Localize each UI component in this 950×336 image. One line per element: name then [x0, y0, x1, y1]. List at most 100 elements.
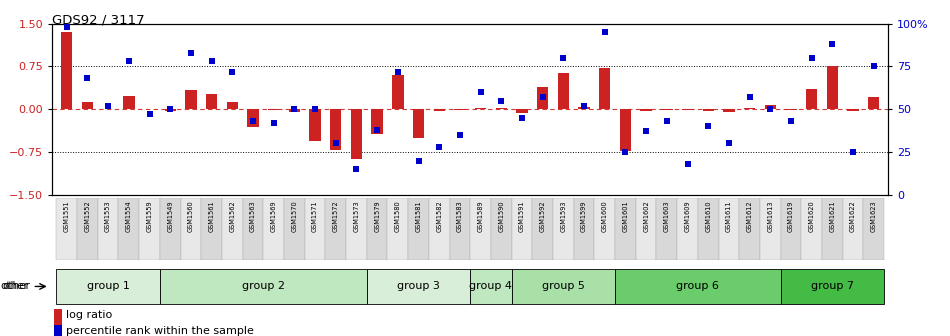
Bar — [346, 198, 367, 260]
Bar — [56, 269, 160, 304]
Bar — [553, 198, 574, 260]
Text: GSM1572: GSM1572 — [332, 201, 339, 233]
Text: log ratio: log ratio — [66, 310, 112, 321]
Point — [535, 94, 550, 100]
Bar — [289, 109, 300, 112]
Bar — [781, 269, 884, 304]
Bar — [119, 198, 139, 260]
Text: GSM1593: GSM1593 — [560, 201, 566, 232]
Bar — [786, 109, 797, 110]
Bar — [703, 109, 713, 111]
Text: GSM1621: GSM1621 — [829, 201, 835, 233]
Text: GSM1611: GSM1611 — [726, 201, 732, 232]
Text: GSM1551: GSM1551 — [64, 201, 69, 233]
Bar — [413, 109, 425, 138]
Text: GSM1591: GSM1591 — [519, 201, 525, 232]
Bar — [371, 109, 383, 134]
Bar — [160, 269, 367, 304]
Text: group 6: group 6 — [676, 282, 719, 291]
Text: GSM1563: GSM1563 — [250, 201, 256, 233]
Point — [101, 103, 116, 109]
Point — [846, 150, 861, 155]
Point — [494, 98, 509, 103]
Bar — [636, 198, 656, 260]
Text: GSM1612: GSM1612 — [747, 201, 752, 233]
Bar — [433, 109, 445, 111]
Bar — [599, 68, 611, 109]
Bar — [330, 109, 341, 150]
Point — [473, 89, 488, 95]
Point — [742, 94, 757, 100]
Point — [784, 119, 799, 124]
Bar — [454, 109, 466, 110]
Text: GSM1603: GSM1603 — [664, 201, 670, 233]
Text: GSM1602: GSM1602 — [643, 201, 649, 233]
Bar — [124, 96, 135, 109]
Bar — [496, 108, 507, 109]
Point — [308, 107, 323, 112]
Bar — [619, 109, 631, 151]
Bar — [475, 108, 486, 109]
Bar — [284, 198, 305, 260]
Text: GSM1609: GSM1609 — [685, 201, 691, 233]
Text: GSM1582: GSM1582 — [436, 201, 442, 233]
Bar — [242, 198, 263, 260]
Bar — [185, 90, 197, 109]
Text: GSM1559: GSM1559 — [146, 201, 153, 233]
Text: group 1: group 1 — [86, 282, 129, 291]
Bar — [802, 198, 822, 260]
Text: GSM1581: GSM1581 — [415, 201, 422, 233]
Bar — [744, 108, 755, 109]
Bar — [367, 269, 470, 304]
Text: GSM1562: GSM1562 — [229, 201, 236, 233]
Bar — [512, 198, 532, 260]
Text: GSM1619: GSM1619 — [788, 201, 794, 232]
Bar — [718, 198, 739, 260]
Bar — [847, 109, 859, 111]
Text: GSM1613: GSM1613 — [768, 201, 773, 232]
Text: GSM1599: GSM1599 — [581, 201, 587, 232]
Bar — [532, 198, 553, 260]
Bar — [739, 198, 760, 260]
Text: GSM1554: GSM1554 — [125, 201, 132, 233]
Text: GSM1573: GSM1573 — [353, 201, 359, 233]
Point — [183, 50, 199, 55]
Bar — [661, 109, 673, 110]
Text: GSM1552: GSM1552 — [85, 201, 90, 233]
Bar — [491, 198, 512, 260]
Point — [618, 150, 633, 155]
Bar — [263, 198, 284, 260]
Bar — [765, 105, 776, 109]
Bar — [227, 102, 238, 109]
Bar — [351, 109, 362, 160]
Point — [700, 124, 715, 129]
Text: group 2: group 2 — [242, 282, 285, 291]
Bar — [656, 198, 677, 260]
Text: group 7: group 7 — [811, 282, 854, 291]
Bar — [470, 269, 512, 304]
Text: GSM1601: GSM1601 — [622, 201, 629, 233]
Bar — [806, 89, 817, 109]
Text: GSM1553: GSM1553 — [105, 201, 111, 233]
Text: GSM1579: GSM1579 — [374, 201, 380, 233]
Point — [721, 141, 736, 146]
Bar — [139, 198, 160, 260]
Bar — [310, 109, 321, 141]
Text: GSM1589: GSM1589 — [478, 201, 484, 233]
Point — [431, 144, 446, 150]
Point — [825, 41, 840, 47]
Bar — [516, 109, 527, 113]
Bar — [180, 198, 201, 260]
Bar — [640, 109, 652, 111]
Text: GSM1571: GSM1571 — [312, 201, 318, 233]
Point — [390, 69, 406, 74]
Bar — [160, 198, 180, 260]
Point — [349, 167, 364, 172]
Point — [598, 30, 613, 35]
Point — [804, 55, 819, 60]
Text: percentile rank within the sample: percentile rank within the sample — [66, 326, 254, 336]
Text: group 5: group 5 — [542, 282, 585, 291]
Bar — [98, 198, 119, 260]
Point — [225, 69, 240, 74]
Bar — [470, 198, 491, 260]
